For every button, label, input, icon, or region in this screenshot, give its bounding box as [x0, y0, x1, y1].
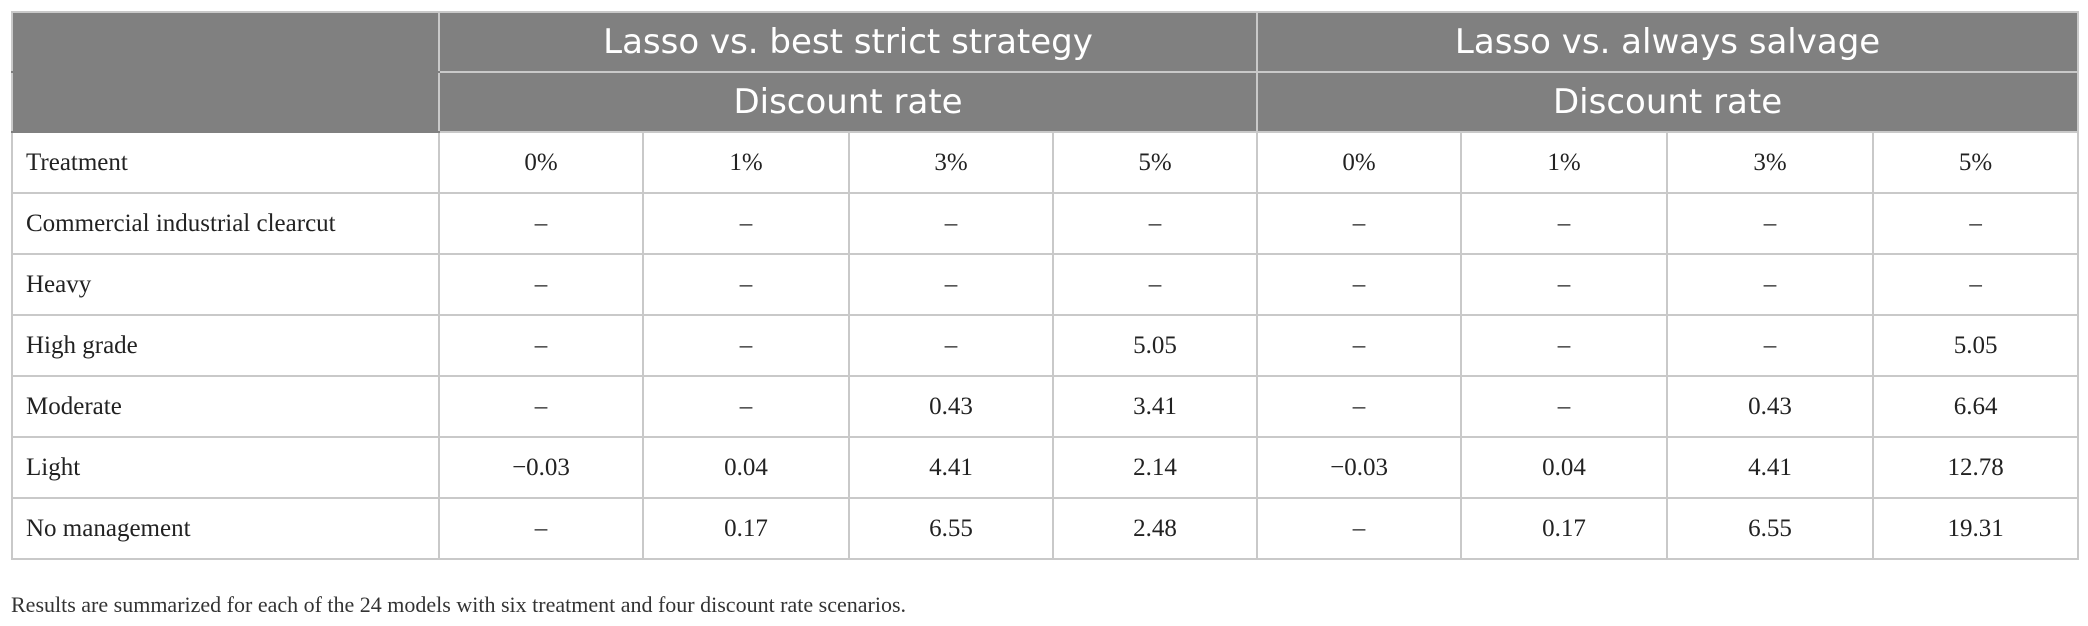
table-cell: – — [1256, 375, 1463, 438]
table-cell: 0.17 — [1460, 497, 1669, 560]
table-cell: – — [1460, 253, 1669, 316]
table-cell: – — [1256, 253, 1463, 316]
table-cell: – — [642, 314, 850, 377]
table-cell: 6.55 — [1666, 497, 1875, 560]
column-header-rate: 3% — [1666, 131, 1875, 194]
group-header-always-salvage: Lasso vs. always salvage — [1256, 11, 2080, 73]
table-cell: – — [1256, 192, 1463, 255]
column-header-rate: 3% — [848, 131, 1054, 194]
table-cell: – — [1256, 314, 1463, 377]
column-header-rate: 0% — [438, 131, 644, 194]
row-label: Heavy — [11, 253, 440, 316]
table-cell: – — [1051, 192, 1259, 255]
column-header-row: Treatment 0% 1% 3% 5% 0% 1% 3% 5% — [11, 131, 2080, 194]
table-cell: – — [1051, 253, 1259, 316]
table-cell: −0.03 — [438, 436, 644, 499]
table-cell: −0.03 — [1256, 436, 1463, 499]
row-label: High grade — [11, 314, 440, 377]
sub-header-row: Discount rate Discount rate — [11, 71, 2080, 133]
table-cell: 19.31 — [1872, 497, 2080, 560]
table-cell: – — [438, 253, 644, 316]
column-header-rate: 1% — [642, 131, 850, 194]
table-cell: – — [1460, 192, 1669, 255]
table-cell: – — [1460, 314, 1669, 377]
table-cell: 0.43 — [1666, 375, 1875, 438]
table-cell: 12.78 — [1872, 436, 2080, 499]
column-header-rate: 0% — [1256, 131, 1463, 194]
results-table: Lasso vs. best strict strategy Lasso vs.… — [11, 11, 2080, 560]
table-row: Heavy – – – – – – – – — [11, 253, 2080, 316]
table-cell: – — [642, 192, 850, 255]
table-cell: – — [1872, 192, 2080, 255]
column-header-rate: 5% — [1051, 131, 1259, 194]
table-row: High grade – – – 5.05 – – – 5.05 — [11, 314, 2080, 377]
table-header: Lasso vs. best strict strategy Lasso vs.… — [11, 11, 2080, 133]
table-row: No management – 0.17 6.55 2.48 – 0.17 6.… — [11, 497, 2080, 560]
column-header-rate: 5% — [1872, 131, 2080, 194]
row-label: Commercial industrial clearcut — [11, 192, 440, 255]
table-cell: 3.41 — [1051, 375, 1259, 438]
table-cell: – — [1460, 375, 1669, 438]
group-header-best-strict: Lasso vs. best strict strategy — [437, 11, 1259, 73]
row-label: Moderate — [11, 375, 440, 438]
table-row: Light −0.03 0.04 4.41 2.14 −0.03 0.04 4.… — [11, 436, 2080, 499]
table-cell: 6.64 — [1872, 375, 2080, 438]
table-footnote: Results are summarized for each of the 2… — [11, 592, 907, 617]
table-cell: – — [848, 314, 1054, 377]
header-blank-cell — [11, 71, 440, 133]
sub-header-discount-rate: Discount rate — [437, 71, 1259, 133]
table-cell: – — [1256, 497, 1463, 560]
table-cell: 0.17 — [642, 497, 850, 560]
table-cell: 0.04 — [642, 436, 850, 499]
table-cell: – — [642, 253, 850, 316]
table-cell: – — [1666, 192, 1875, 255]
table-cell: – — [1666, 314, 1875, 377]
header-blank-cell — [11, 11, 440, 73]
table-cell: 5.05 — [1872, 314, 2080, 377]
table-cell: – — [438, 375, 644, 438]
results-table-container: Lasso vs. best strict strategy Lasso vs.… — [11, 11, 2080, 560]
table-cell: 0.43 — [848, 375, 1054, 438]
table-cell: – — [848, 253, 1054, 316]
table-cell: 4.41 — [1666, 436, 1875, 499]
table-cell: 0.04 — [1460, 436, 1669, 499]
row-label: Light — [11, 436, 440, 499]
table-cell: – — [438, 314, 644, 377]
group-header-row: Lasso vs. best strict strategy Lasso vs.… — [11, 11, 2080, 73]
row-label: No management — [11, 497, 440, 560]
table-cell: – — [1666, 253, 1875, 316]
table-cell: – — [848, 192, 1054, 255]
table-row: Moderate – – 0.43 3.41 – – 0.43 6.64 — [11, 375, 2080, 438]
table-cell: 5.05 — [1051, 314, 1259, 377]
sub-header-discount-rate: Discount rate — [1256, 71, 2080, 133]
table-cell: 6.55 — [848, 497, 1054, 560]
column-header-treatment: Treatment — [11, 131, 440, 194]
table-cell: 2.48 — [1051, 497, 1259, 560]
table-cell: 4.41 — [848, 436, 1054, 499]
table-body: Treatment 0% 1% 3% 5% 0% 1% 3% 5% Commer… — [11, 131, 2080, 560]
table-cell: – — [438, 192, 644, 255]
table-cell: – — [642, 375, 850, 438]
table-cell: – — [438, 497, 644, 560]
table-cell: – — [1872, 253, 2080, 316]
column-header-rate: 1% — [1460, 131, 1669, 194]
table-row: Commercial industrial clearcut – – – – –… — [11, 192, 2080, 255]
table-cell: 2.14 — [1051, 436, 1259, 499]
